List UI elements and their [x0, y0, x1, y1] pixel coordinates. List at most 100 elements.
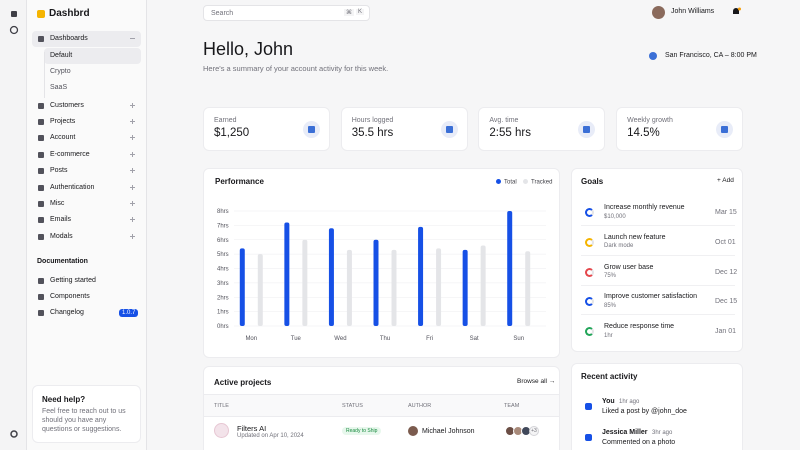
goal-detail: 75% — [604, 273, 617, 280]
project-title[interactable]: Filters AI — [237, 424, 267, 433]
goals-card: Goals + Add Increase monthly revenue $10,… — [571, 168, 743, 352]
nav-item[interactable]: Dashboards — [50, 35, 88, 42]
stat-label: Hours logged — [351, 117, 394, 124]
goal-progress — [585, 267, 594, 277]
bar — [373, 239, 379, 326]
brand-logo — [37, 10, 45, 18]
nav-item[interactable]: Emails — [50, 216, 72, 224]
x-tick-label: Thu — [380, 336, 390, 342]
goal-name[interactable]: Launch new feature — [604, 233, 666, 241]
docs-item[interactable]: Components — [50, 293, 90, 301]
goal-name[interactable]: Improve customer satisfaction — [604, 293, 697, 301]
goal-name[interactable]: Grow user base — [604, 263, 654, 271]
docs-icon — [38, 310, 44, 317]
goals-title: Goals — [581, 177, 604, 186]
docs-icon — [38, 278, 44, 284]
user-avatar[interactable] — [652, 6, 665, 19]
projects-title: Active projects — [214, 378, 272, 387]
bar — [284, 222, 290, 326]
author-avatar — [408, 426, 418, 436]
location: San Francisco, CA – 8:00 PM — [665, 52, 757, 59]
y-tick-label: 0hrs — [217, 324, 229, 330]
nav-icon — [38, 184, 44, 191]
nav-icon — [38, 36, 44, 42]
nav-item[interactable]: Modals — [50, 232, 73, 240]
stat-card: Weekly growth 14.5% — [616, 107, 744, 151]
activity-icon — [585, 403, 592, 410]
nav-subitem[interactable]: Crypto — [50, 68, 71, 76]
docs-item[interactable]: Changelog — [50, 309, 84, 317]
user-name[interactable]: John Williams — [671, 8, 715, 15]
activity-time: 1hr ago — [619, 398, 640, 405]
help-card: Need help? Feel free to reach out to us … — [32, 385, 141, 443]
sidebar: Dashbrd Documentation Need help? Feel fr… — [27, 0, 147, 450]
column-header: TITLE — [214, 403, 229, 409]
bar — [328, 228, 334, 326]
x-tick-label: Wed — [334, 336, 346, 342]
bar — [480, 245, 486, 326]
performance-chart: Performance 0hrs 1hrs 2hrs 3hrs 4hrs 5hrs 6hrs 7… — [215, 177, 552, 342]
add-goal[interactable]: + Add — [717, 177, 734, 184]
brand[interactable]: Dashbrd — [49, 8, 90, 19]
rail-icons — [9, 11, 19, 438]
column-header: AUTHOR — [408, 403, 432, 409]
settings-icon[interactable] — [10, 430, 18, 438]
goal-detail: 85% — [604, 302, 617, 309]
notifications-icon[interactable] — [730, 6, 742, 18]
x-tick-label: Mon — [245, 336, 257, 342]
nav-item[interactable]: Customers — [50, 101, 84, 109]
stat-value: 35.5 hrs — [351, 127, 394, 139]
nav-toggle — [132, 217, 133, 223]
activity-user[interactable]: Jessica Miller — [602, 429, 648, 436]
stat-label: Avg. time — [489, 117, 519, 124]
column-header: TEAM — [504, 403, 520, 409]
nav-item[interactable]: Projects — [50, 117, 76, 125]
goal-progress — [585, 237, 594, 247]
nav-toggle — [130, 38, 135, 39]
goal-detail: 1hr — [604, 332, 613, 339]
project-updated: Updated on Apr 10, 2024 — [237, 433, 304, 439]
activity-text: Liked a post by @john_doe — [602, 408, 687, 415]
docs-item[interactable]: Getting started — [50, 277, 96, 284]
bar — [507, 211, 513, 326]
shortcut-key: ⌘ — [344, 9, 354, 16]
x-tick-label: Sun — [513, 336, 524, 342]
activity-card: Recent activity You 1hr ago Liked a post b… — [571, 363, 743, 450]
nav-item[interactable]: E-commerce — [50, 150, 90, 158]
bar — [525, 251, 531, 326]
goal-date: Dec 15 — [715, 298, 738, 306]
activity-user[interactable]: You — [602, 398, 615, 405]
goal-date: Mar 15 — [715, 209, 737, 216]
performance-card: Performance 0hrs 1hrs 2hrs 3hrs 4hrs 5hrs 6hrs 7… — [203, 168, 560, 358]
goal-date: Dec 12 — [715, 268, 738, 276]
x-tick-label: Tue — [291, 336, 302, 342]
y-tick-label: 5hrs — [217, 252, 229, 258]
goal-progress — [585, 208, 594, 217]
nav-toggle — [132, 151, 133, 157]
stat-icon-glyph — [721, 126, 729, 133]
nav-icon — [38, 102, 44, 109]
docs-title: Documentation — [37, 258, 88, 265]
nav-item[interactable]: Authentication — [50, 183, 95, 191]
goal-name[interactable]: Reduce response time — [604, 323, 675, 331]
activity-icon — [585, 434, 592, 441]
stat-value: 14.5% — [627, 127, 660, 139]
location-icon — [649, 52, 657, 60]
nav-subitem[interactable]: SaaS — [50, 84, 68, 92]
nav-item[interactable]: Posts — [50, 167, 68, 175]
nav-subitem[interactable]: Default — [50, 51, 73, 59]
search-box[interactable]: Search ⌘ K — [203, 5, 370, 21]
browse-all[interactable]: Browse all → — [517, 378, 556, 385]
team-extra: +3 — [529, 426, 539, 436]
rail-icon[interactable] — [11, 11, 17, 17]
nav-item[interactable]: Misc — [50, 199, 65, 207]
y-tick-label: 1hrs — [217, 310, 229, 316]
stat-value: 2:55 hrs — [489, 127, 531, 139]
help-title: Need help? — [42, 395, 86, 404]
changelog-badge: 1.0.7 — [119, 309, 139, 317]
rail-icon[interactable] — [9, 25, 19, 35]
nav-item[interactable]: Account — [50, 134, 76, 142]
chart-title: Performance — [215, 177, 264, 186]
goal-name[interactable]: Increase monthly revenue — [604, 204, 685, 211]
